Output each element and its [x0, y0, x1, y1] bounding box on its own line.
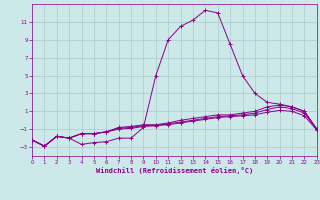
X-axis label: Windchill (Refroidissement éolien,°C): Windchill (Refroidissement éolien,°C)	[96, 167, 253, 174]
